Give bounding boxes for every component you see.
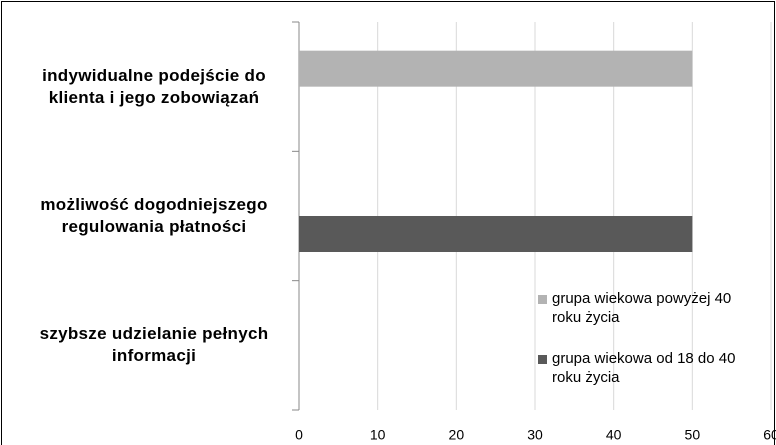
- bar: [299, 216, 693, 252]
- x-tick-label: 40: [606, 427, 622, 443]
- x-tick-label: 20: [449, 427, 465, 443]
- x-tick-label: 0: [295, 427, 303, 443]
- category-label: możliwość dogodniejszego regulowania pła…: [40, 195, 268, 236]
- legend-label: grupa wiekowa od 18 do 40 roku życia: [552, 350, 736, 386]
- legend-swatch: [538, 295, 547, 304]
- category-label: szybsze udzielanie pełnych informacji: [39, 324, 269, 366]
- x-tick-label: 10: [370, 427, 386, 443]
- bar: [299, 50, 693, 87]
- x-tick-label: 60: [763, 427, 776, 443]
- legend-swatch: [538, 355, 547, 364]
- category-label: indywidualne podejście do klienta i jego…: [42, 65, 266, 107]
- legend-label: grupa wiekowa powyżej 40 roku życia: [552, 290, 732, 326]
- x-tick-label: 50: [685, 427, 701, 443]
- x-tick-label: 30: [527, 427, 543, 443]
